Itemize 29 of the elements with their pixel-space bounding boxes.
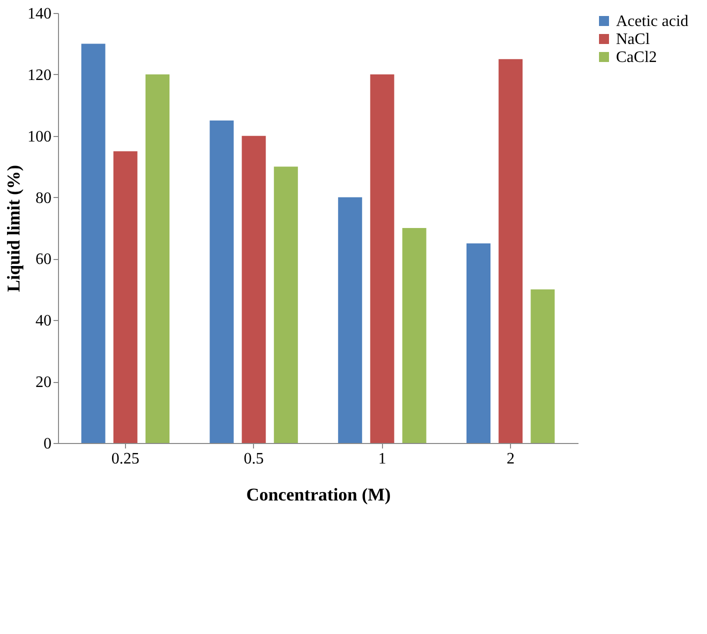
y-axis-title: Liquid limit (%) [4,164,24,292]
x-tick-label: 1 [378,450,386,468]
x-tick-label: 0.25 [111,450,140,468]
legend-label: CaCl2 [616,49,657,66]
bar [498,59,523,443]
bar [113,151,138,443]
y-tick-label: 0 [44,436,52,452]
x-tick-label: 2 [506,450,515,468]
x-tick-label: 0.5 [244,450,264,468]
y-tick-label: 100 [28,128,52,146]
y-tick-label: 20 [36,374,52,392]
y-tick-label: 60 [36,251,52,268]
bar [146,74,170,443]
bar [530,289,555,443]
y-tick-label: 120 [28,66,52,84]
x-axis-title: Concentration (M) [246,484,391,504]
y-tick-label: 80 [36,190,52,207]
bar [402,228,426,443]
y-tick-label: 40 [36,312,52,330]
bar [466,243,490,443]
y-tick-label: 140 [28,6,52,22]
bar [274,166,298,443]
legend-label: NaCl [616,31,650,48]
bar [338,197,362,443]
bar [210,120,234,443]
legend-label: Acetic acid [616,13,688,30]
bar [242,136,266,443]
bar [370,74,394,443]
bar [81,44,106,443]
